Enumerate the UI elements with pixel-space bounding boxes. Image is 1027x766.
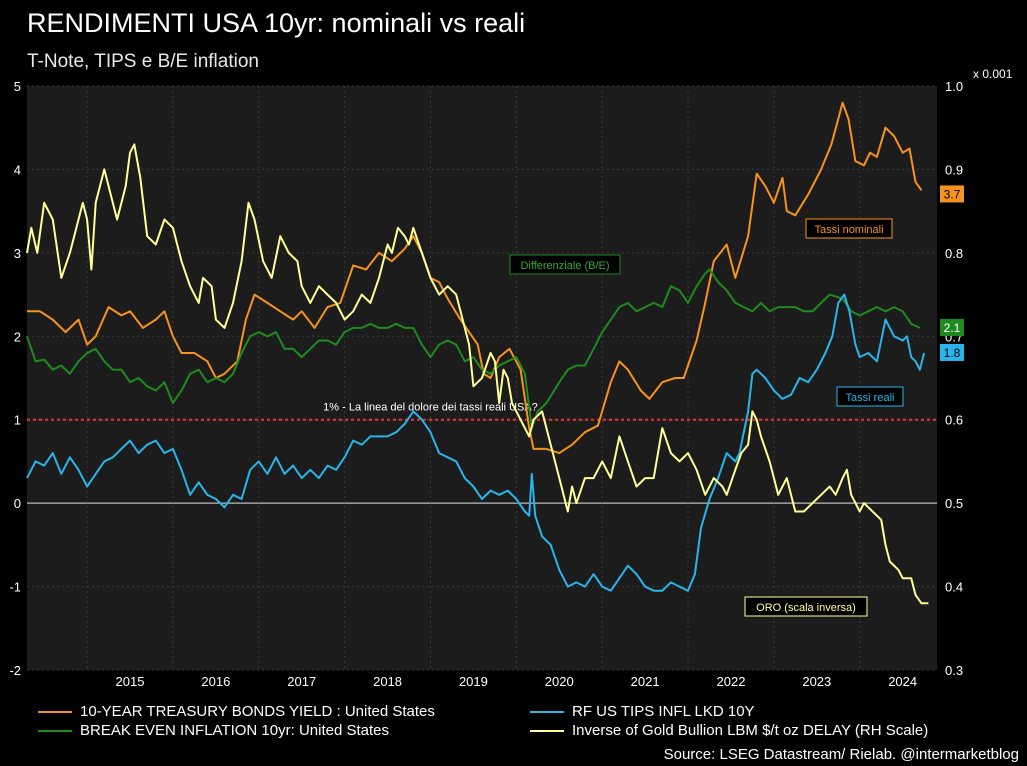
y-right-tick-label: 0.5 [945,496,963,511]
legend-label-breakeven: BREAK EVEN INFLATION 10yr: United States [80,722,389,739]
series-line-breakeven [26,268,921,430]
y-left-tick-label: 4 [14,162,21,177]
x-tick-label: 2016 [201,674,230,689]
series-line-nominal [27,101,923,455]
annotation-box-gold [744,596,868,617]
legend-label-tips: RF US TIPS INFL LKD 10Y [572,703,755,720]
annotation-label-gold: ORO (scala inversa) [756,602,856,614]
legend-item-breakeven: BREAK EVEN INFLATION 10yr: United States [38,722,389,739]
chart-subtitle: T-Note, TIPS e B/E inflation [27,51,259,72]
chart-title: RENDIMENTI USA 10yr: nominali vs reali [27,8,526,38]
legend-swatch-tips [530,711,564,714]
y-right-tick-label: 0.3 [945,663,963,678]
last-value-badge-breakeven [940,318,964,336]
y-left-tick-label: 1 [14,413,21,428]
last-value-label-breakeven: 2.1 [944,321,961,335]
legend-item-tips: RF US TIPS INFL LKD 10Y [530,703,755,720]
last-value-label-nominal: 3.7 [944,187,961,201]
annotation-box-nominal [805,218,893,239]
x-tick-label: 2019 [459,674,488,689]
y-right-tick-label: 0.9 [945,162,963,177]
y-left-tick-label: -1 [9,580,21,595]
x-tick-label: 2018 [373,674,402,689]
annotation-label-breakeven: Differenziale (B/E) [520,260,609,272]
y-left-tick-label: 5 [14,79,21,94]
x-tick-label: 2023 [802,674,831,689]
x-tick-label: 2021 [631,674,660,689]
y-left-tick-label: -2 [9,663,21,678]
x-tick-label: 2020 [545,674,574,689]
annotation-label-tips: Tassi reali [846,392,895,404]
annotation-box-tips [836,386,904,407]
legend-label-nominal: 10-YEAR TREASURY BONDS YIELD : United St… [80,703,435,720]
y-left-tick-label: 0 [14,496,21,511]
legend-item-gold: Inverse of Gold Bullion LBM $/t oz DELAY… [530,722,928,739]
y-right-tick-label: 0.6 [945,413,963,428]
x-tick-label: 2017 [287,674,316,689]
last-value-badge-tips [940,343,964,361]
y-right-tick-label: 1.0 [945,79,963,94]
y-left-tick-label: 3 [14,246,21,261]
last-value-badge-nominal [940,185,964,203]
series-line-gold [26,143,929,605]
pain-line-group: 1% - La linea del dolore dei tassi reali… [27,402,937,421]
legend-swatch-nominal [38,711,72,714]
legend-label-gold: Inverse of Gold Bullion LBM $/t oz DELAY… [572,722,929,739]
x-tick-label: 2022 [717,674,746,689]
annotations-group: 3.7 2.1 1.8 Tassi nominali Differenziale (B/… [509,185,964,617]
legend-swatch-breakeven [38,730,72,733]
legend-item-nominal: 10-YEAR TREASURY BONDS YIELD : United St… [38,703,435,720]
y-right-tick-label: 0.4 [945,580,963,595]
y-left-tick-label: 2 [14,329,21,344]
y-right-multiplier-label: x 0.001 [973,67,1013,81]
legend-swatch-gold [530,730,564,733]
x-tick-label: 2015 [116,674,145,689]
series-group [26,101,929,605]
y-right-tick-label: 0.8 [945,246,963,261]
pain-line-label: 1% - La linea del dolore dei tassi reali… [323,402,538,414]
annotation-box-breakeven [509,254,621,275]
grid-lines [27,85,937,671]
series-line-tips [26,293,926,592]
last-value-label-tips: 1.8 [944,346,961,360]
source-note: Source: LSEG Datastream/ Rielab. @interm… [663,746,1019,763]
x-tick-label: 2024 [888,674,917,689]
annotation-label-nominal: Tassi nominali [814,224,883,236]
